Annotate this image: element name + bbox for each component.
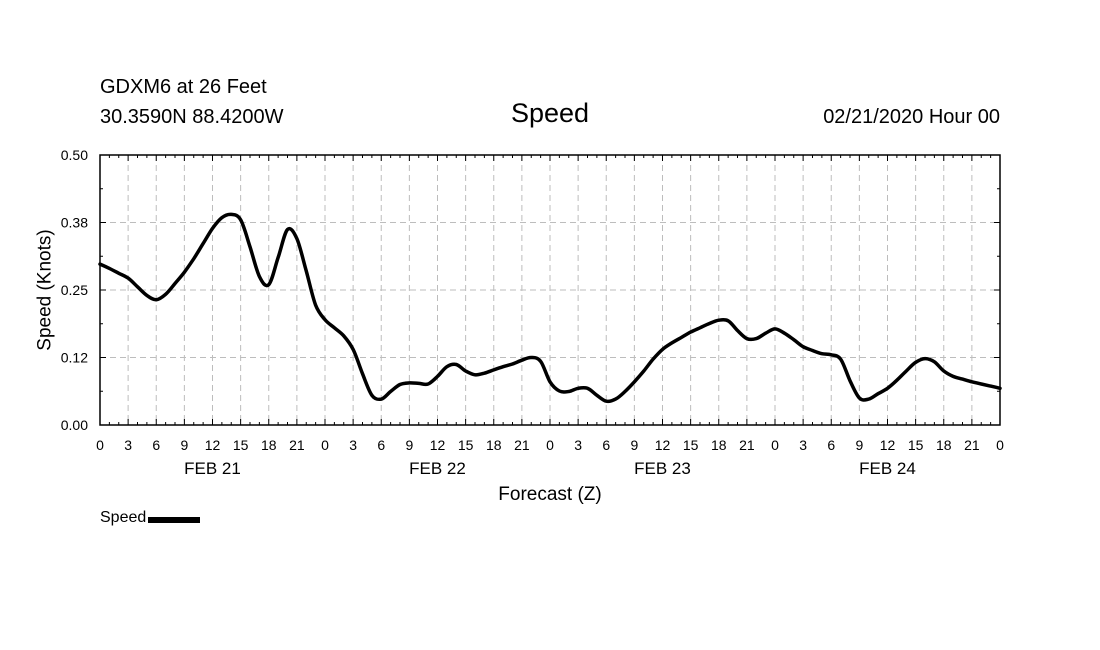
x-tick-label: 0 [771,437,779,453]
x-tick-label: 6 [377,437,385,453]
x-tick-label: 9 [405,437,413,453]
x-axis-title: Forecast (Z) [498,484,601,505]
legend: Speed [100,509,201,527]
x-tick-label: 15 [458,437,474,453]
y-tick-label: 0.12 [61,350,88,366]
x-tick-label: 12 [430,437,446,453]
legend-swatch [148,516,201,523]
y-tick-label: 0.38 [61,215,88,231]
legend-label: Speed [100,509,147,526]
coordinates-label: 30.3590N 88.4200W [100,106,284,128]
x-tick-label: 6 [827,437,835,453]
x-tick-label: 3 [799,437,807,453]
x-tick-label: 12 [655,437,671,453]
x-tick-label: 6 [152,437,160,453]
x-tick-label: 0 [546,437,554,453]
x-tick-label: 18 [711,437,727,453]
x-tick-label: 3 [124,437,132,453]
day-label: FEB 23 [634,459,691,478]
x-tick-label: 18 [261,437,277,453]
x-tick-label: 15 [683,437,699,453]
x-tick-label: 21 [514,437,530,453]
y-tick-label: 0.25 [61,282,88,298]
x-tick-label: 0 [96,437,104,453]
x-tick-label: 12 [205,437,221,453]
y-axis-title: Speed (Knots) [35,229,56,350]
x-tick-label: 15 [233,437,249,453]
x-tick-label: 9 [855,437,863,453]
x-tick-label: 18 [486,437,502,453]
x-tick-label: 9 [630,437,638,453]
x-tick-label: 21 [739,437,755,453]
forecast-datetime: 02/21/2020 Hour 00 [823,106,1000,128]
axis-ticks [99,154,1001,426]
day-label: FEB 21 [184,459,241,478]
series-line-speed [98,212,1002,404]
x-tick-label: 15 [908,437,924,453]
x-tick-label: 0 [321,437,329,453]
station-label: GDXM6 at 26 Feet [100,76,267,98]
y-tick-label: 0.00 [61,417,88,433]
x-tick-label: 3 [574,437,582,453]
x-tick-label: 3 [349,437,357,453]
x-tick-label: 0 [996,437,1004,453]
x-tick-label: 21 [289,437,305,453]
axis-labels: 0 3 6 9 12 15 18 21 0 3 6 9 12 15 18 21 0 3 6 9 12 15 18 21 0 3 6 9… [61,147,1004,478]
x-tick-label: 6 [602,437,610,453]
y-tick-label: 0.50 [61,147,88,163]
x-tick-label: 12 [880,437,896,453]
x-tick-label: 18 [936,437,952,453]
chart-title: Speed [510,98,590,128]
x-tick-label: 9 [180,437,188,453]
day-label: FEB 22 [409,459,466,478]
day-label: FEB 24 [859,459,916,478]
x-tick-label: 21 [964,437,980,453]
series-layer [98,212,1002,404]
